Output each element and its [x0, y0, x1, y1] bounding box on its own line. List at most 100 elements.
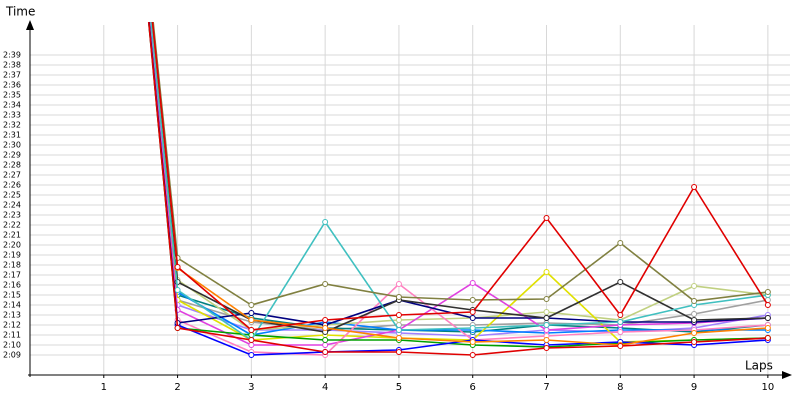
- data-point: [469, 352, 476, 358]
- data-point: [691, 339, 698, 345]
- series-line: [149, 22, 769, 331]
- data-point: [691, 311, 698, 317]
- data-point: [691, 317, 698, 323]
- data-point: [322, 281, 329, 287]
- y-tick-label: 2:35: [3, 91, 21, 100]
- y-tick-label: 2:32: [3, 121, 21, 130]
- x-tick-label: 6: [470, 382, 476, 393]
- data-point: [691, 283, 698, 289]
- y-tick-label: 2:21: [3, 231, 21, 240]
- y-tick-label: 2:15: [3, 291, 21, 300]
- data-point: [617, 329, 624, 335]
- y-tick-label: 2:11: [3, 331, 21, 340]
- data-point: [322, 342, 329, 348]
- data-point: [248, 342, 255, 348]
- data-point: [543, 315, 550, 321]
- x-tick-label: 1: [101, 382, 107, 393]
- data-point: [174, 287, 181, 293]
- data-point: [469, 339, 476, 345]
- data-point: [469, 315, 476, 321]
- data-point: [543, 327, 550, 333]
- series-line: [148, 22, 768, 356]
- data-point: [617, 279, 624, 285]
- data-point: [691, 298, 698, 304]
- x-tick-label: 10: [761, 382, 774, 393]
- y-tick-label: 2:39: [3, 51, 21, 60]
- y-tick-label: 2:38: [3, 61, 21, 70]
- data-point: [543, 337, 550, 343]
- x-tick-label: 5: [396, 382, 402, 393]
- data-point: [395, 335, 402, 341]
- data-point: [543, 322, 550, 328]
- y-tick-label: 2:33: [3, 111, 21, 120]
- y-tick-label: 2:20: [3, 241, 21, 250]
- y-tick-label: 2:13: [3, 311, 21, 320]
- y-tick-label: 2:25: [3, 191, 21, 200]
- y-tick-label: 2:17: [3, 271, 21, 280]
- data-point: [764, 315, 771, 321]
- y-tick-label: 2:18: [3, 261, 21, 270]
- y-tick-label: 2:37: [3, 71, 21, 80]
- y-tick-label: 2:31: [3, 131, 21, 140]
- y-tick-label: 2:09: [3, 351, 21, 360]
- x-tick-label: 9: [691, 382, 697, 393]
- data-point: [322, 219, 329, 225]
- x-axis-arrow: [782, 371, 792, 379]
- data-point: [395, 294, 402, 300]
- y-tick-label: 2:27: [3, 171, 21, 180]
- y-tick-label: 2:29: [3, 151, 21, 160]
- x-tick-label: 8: [617, 382, 623, 393]
- series-line: [148, 22, 768, 346]
- series-line: [150, 22, 768, 336]
- data-point: [248, 310, 255, 316]
- y-axis-arrow: [26, 20, 34, 30]
- x-tick-label: 2: [174, 382, 180, 393]
- y-tick-label: 2:12: [3, 321, 21, 330]
- data-point: [764, 302, 771, 308]
- series-line: [147, 22, 768, 348]
- data-point: [248, 352, 255, 358]
- data-point: [543, 269, 550, 275]
- series-line: [152, 22, 768, 306]
- series-line: [147, 22, 768, 356]
- data-point: [617, 240, 624, 246]
- series-line: [149, 22, 768, 343]
- data-point: [174, 264, 181, 270]
- data-point: [469, 280, 476, 286]
- data-point: [322, 317, 329, 323]
- data-point: [543, 296, 550, 302]
- data-point: [691, 184, 698, 190]
- x-tick-label: 7: [543, 382, 549, 393]
- data-point: [691, 330, 698, 336]
- data-point: [764, 289, 771, 295]
- data-point: [248, 302, 255, 308]
- data-point: [395, 281, 402, 287]
- y-tick-label: 2:10: [3, 341, 21, 350]
- data-point: [395, 349, 402, 355]
- y-tick-label: 2:14: [3, 301, 21, 310]
- data-point: [395, 317, 402, 323]
- data-point: [469, 309, 476, 315]
- data-point: [543, 309, 550, 315]
- series-line: [148, 22, 768, 326]
- data-point: [543, 215, 550, 221]
- data-point: [322, 349, 329, 355]
- y-tick-label: 2:22: [3, 221, 21, 230]
- series-line: [150, 22, 768, 342]
- data-point: [248, 327, 255, 333]
- data-point: [617, 343, 624, 349]
- data-point: [469, 325, 476, 331]
- series-line: [149, 22, 768, 333]
- data-point: [764, 335, 771, 341]
- y-tick-label: 2:24: [3, 201, 21, 210]
- y-tick-label: 2:16: [3, 281, 21, 290]
- data-point: [764, 325, 771, 331]
- y-axis-label: Time: [5, 5, 35, 19]
- data-point: [322, 337, 329, 343]
- series-line: [151, 22, 768, 346]
- data-point: [322, 325, 329, 331]
- y-tick-label: 2:23: [3, 211, 21, 220]
- y-tick-label: 2:26: [3, 181, 21, 190]
- data-point: [248, 317, 255, 323]
